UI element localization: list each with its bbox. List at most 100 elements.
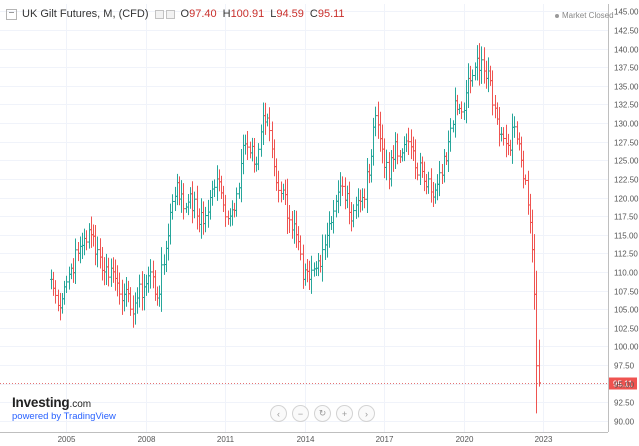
time-axis: 2005 2008 2011 2014 2017 2020 2023: [58, 435, 553, 444]
ohlc-bar: [209, 190, 212, 220]
ohlc-bar: [502, 127, 505, 146]
ohlc-bar: [176, 173, 179, 206]
ohlc-bar: [443, 149, 446, 183]
y-tick-label: 132.50: [614, 101, 639, 110]
ohlc-bar: [427, 171, 430, 194]
x-tick-label: 2017: [376, 435, 394, 444]
y-tick-label: 100.00: [614, 343, 639, 352]
x-tick-label: 2005: [58, 435, 76, 444]
zoom-in-button[interactable]: +: [336, 405, 353, 422]
logo-main: Investing: [12, 395, 70, 410]
chart-header: UK Gilt Futures, M, (CFD) O 97.40 H 100.91…: [6, 6, 351, 22]
ohlc-bar: [187, 193, 190, 216]
ohlc-bar: [293, 210, 296, 244]
ohlc-bar: [511, 113, 514, 164]
ohlc-bar: [189, 187, 192, 209]
price-axis: 90.00 92.50 95.00 97.50 100.00 102.50 105.00 10…: [614, 8, 639, 427]
ohlc-bar: [167, 223, 170, 261]
ohlc-bar: [280, 181, 283, 203]
ohlc-bar: [441, 164, 444, 184]
ohlc-bar: [423, 161, 426, 192]
close-value: 95.11: [317, 8, 345, 20]
logo-suffix: .com: [69, 399, 92, 410]
x-tick-label: 2011: [217, 435, 235, 444]
ohlc-bar: [59, 292, 62, 321]
last-price-label: 95.11: [613, 380, 633, 389]
y-tick-label: 112.50: [614, 250, 638, 259]
settings-icon[interactable]: [154, 9, 164, 19]
ohlc-bar: [412, 136, 415, 162]
ohlc-bar: [227, 210, 230, 225]
ohlc-bar: [520, 136, 523, 168]
ohlc-bar: [392, 145, 395, 172]
ohlc-bar: [304, 263, 307, 286]
x-tick-label: 2020: [456, 435, 474, 444]
ohlc-bar: [244, 134, 247, 155]
ohlc-bar: [390, 150, 393, 187]
last-price-line: 95.11: [0, 377, 637, 390]
ohlc-bar: [496, 102, 499, 125]
ohlc-bar: [132, 295, 135, 328]
ohlc-bar: [224, 194, 227, 227]
ohlc-bar: [118, 272, 121, 305]
ohlc-bar: [141, 271, 144, 311]
ohlc-bar: [246, 130, 249, 161]
y-tick-label: 142.50: [614, 27, 639, 36]
y-tick-label: 127.50: [614, 139, 639, 148]
ohlc-bar: [251, 137, 254, 162]
ohlc-bar: [381, 124, 384, 164]
collapse-icon[interactable]: [6, 8, 17, 20]
ohlc-bar: [445, 152, 448, 166]
ohlc-bar: [204, 206, 207, 233]
scroll-left-button[interactable]: ‹: [270, 405, 287, 422]
ohlc-bar: [507, 133, 510, 156]
ohlc-bar: [154, 270, 157, 301]
ohlc-bar: [374, 106, 377, 137]
ohlc-bar: [253, 137, 256, 173]
logo-text: Investing.com: [12, 395, 116, 410]
ohlc-bar: [498, 106, 501, 147]
ohlc-bar: [471, 69, 474, 87]
ohlc-bar: [202, 201, 205, 235]
ohlc-bar: [368, 163, 371, 184]
ohlc-bar: [533, 234, 536, 310]
hide-icon[interactable]: [165, 9, 175, 19]
ohlc-bar: [480, 46, 483, 84]
ohlc-bar: [74, 238, 77, 285]
open-value: 97.40: [189, 8, 217, 20]
ohlc-bar: [474, 62, 477, 81]
powered-by-link[interactable]: powered by TradingView: [12, 411, 116, 422]
ohlc-bar: [286, 178, 289, 234]
ohlc-bar: [410, 129, 413, 160]
open-label: O: [180, 8, 190, 20]
ohlc-bar: [198, 208, 201, 233]
ohlc-bar: [240, 149, 243, 203]
ohlc-bar: [456, 94, 459, 116]
reset-button[interactable]: ↻: [314, 405, 331, 422]
low-value: 94.59: [276, 8, 304, 20]
ohlc-bar: [231, 200, 234, 226]
market-status-text: Market Closed: [562, 11, 614, 20]
scroll-right-button[interactable]: ›: [358, 405, 375, 422]
ohlc-bar: [123, 283, 126, 312]
ohlc-bar: [83, 228, 86, 256]
ohlc-bar: [277, 170, 280, 203]
y-tick-label: 135.00: [614, 83, 639, 92]
ohlc-bar: [160, 247, 163, 312]
ohlc-bar: [489, 65, 492, 86]
ohlc-bar: [310, 255, 313, 294]
ohlc-bar: [182, 183, 185, 220]
ohlc-bar: [469, 65, 472, 94]
investing-logo[interactable]: Investing.com powered by TradingView: [12, 395, 116, 422]
y-tick-label: 117.50: [614, 213, 638, 222]
ohlc-bar: [432, 182, 435, 207]
ohlc-bar: [363, 188, 366, 209]
ohlc-bar: [54, 280, 57, 304]
ohlc-bar: [319, 254, 322, 273]
zoom-out-button[interactable]: −: [292, 405, 309, 422]
ohlc-bar: [57, 289, 60, 312]
ohlc-bar: [463, 102, 466, 120]
ohlc-bar: [94, 225, 97, 266]
ohlc-bar: [513, 116, 516, 138]
